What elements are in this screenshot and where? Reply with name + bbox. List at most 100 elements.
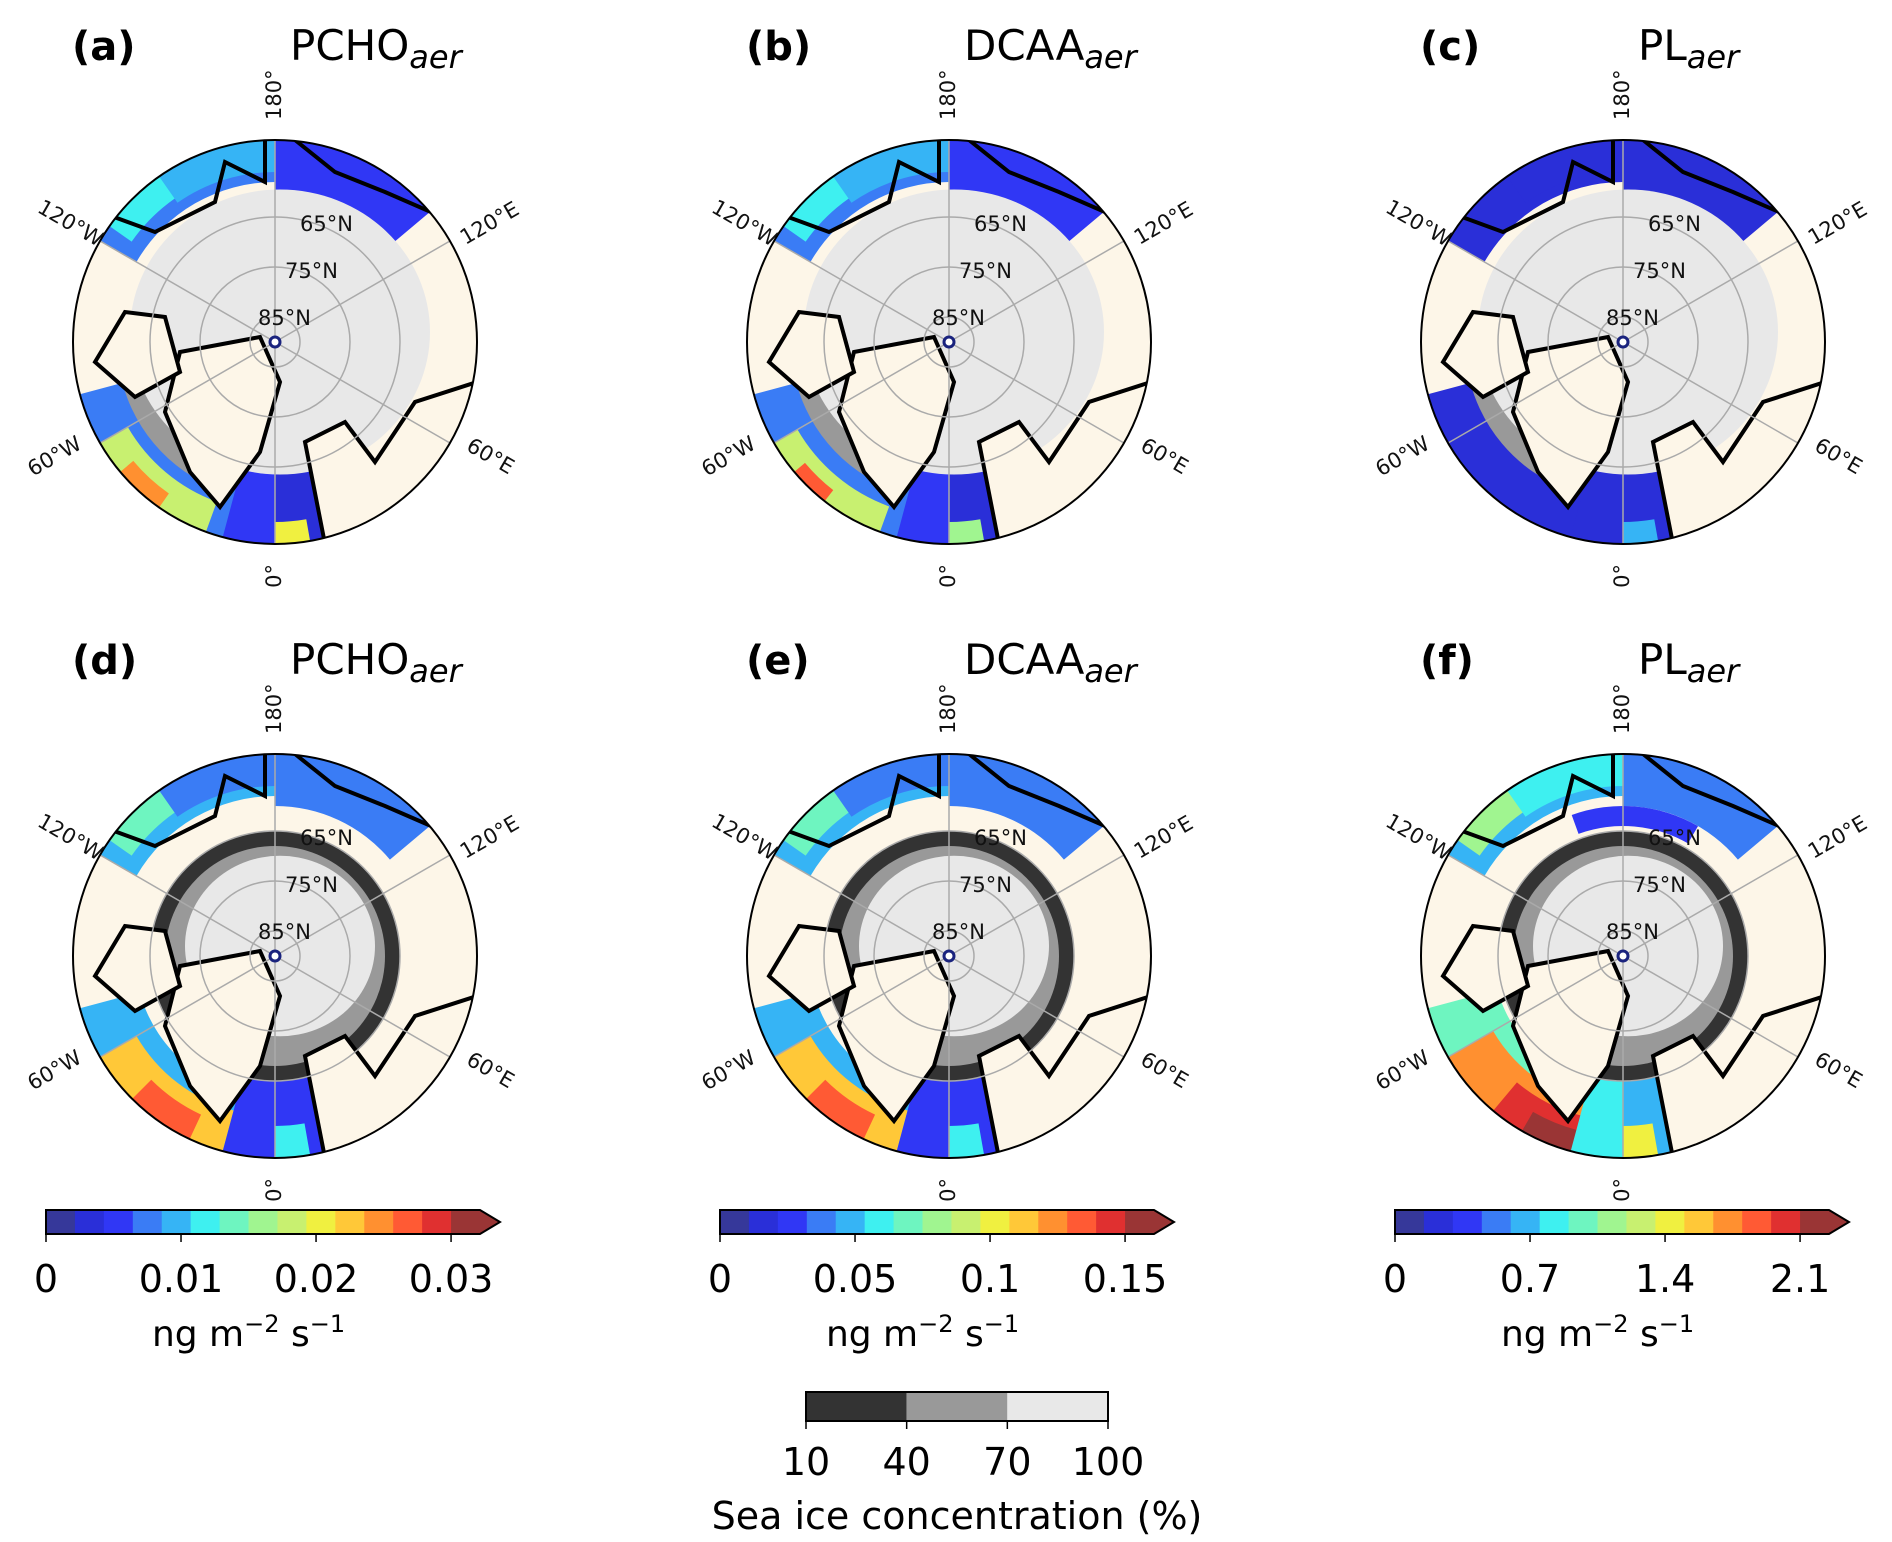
flux-cell <box>949 519 985 544</box>
longitude-gridline <box>274 240 451 343</box>
latitude-label: 85°N <box>932 920 985 944</box>
latitude-label: 75°N <box>285 873 338 897</box>
longitude-gridline <box>773 240 950 343</box>
longitude-label-upper_right: 120°E <box>1130 811 1197 864</box>
unit-exponent: −2 <box>244 1310 279 1338</box>
colorbar-tick-label: 0.15 <box>1083 1257 1168 1301</box>
longitude-label-bottom: 0° <box>936 564 960 588</box>
panel-title: PCHOaer <box>290 21 464 76</box>
longitude-label-lower_left: 60°W <box>697 1045 759 1095</box>
longitude-label-top: 180° <box>1610 683 1634 734</box>
colorbar-segment <box>1423 1210 1454 1234</box>
colorbar-segment <box>748 1210 779 1234</box>
flux-cell <box>774 1036 908 1152</box>
greenland-coast <box>1510 334 1631 511</box>
colorbar-segment <box>720 1210 750 1234</box>
latitude-label: 75°N <box>1633 259 1686 283</box>
flux-cell <box>1570 1062 1623 1158</box>
longitude-label-lower_left: 60°W <box>1371 431 1433 481</box>
longitude-gridline <box>274 341 451 444</box>
panel-title-subscript: aer <box>1687 652 1741 690</box>
colorbar-tick-label: 0.02 <box>274 1257 359 1301</box>
map-panel-d: (d) PCHOaer 65°N 75°N 85°N 180° 0° 120°W 120°E 60… <box>23 635 523 1202</box>
longitude-label-bottom: 0° <box>262 1178 286 1202</box>
flux-cell <box>1623 754 1778 860</box>
north-pole-marker <box>268 335 282 349</box>
colorbar-tick-label: 0 <box>34 1257 58 1301</box>
hudson-bay-coast <box>1440 309 1531 400</box>
map-boundary <box>1420 753 1826 1159</box>
colorbar-segment <box>1597 1210 1627 1234</box>
flux-cell <box>100 1036 234 1152</box>
longitude-label-upper_right: 120°E <box>456 811 523 864</box>
longitude-gridline <box>1447 240 1624 343</box>
panel-title-main: PCHO <box>290 21 409 70</box>
map-panel-b: (b) DCAAaer 65°N 75°N 85°N 180° 0° 120°W 120°E 60… <box>697 21 1197 588</box>
panel-title: PLaer <box>1638 635 1741 690</box>
flux-cell <box>1623 1123 1659 1158</box>
map-content <box>747 754 1151 1158</box>
latitude-label: 85°N <box>1606 306 1659 330</box>
colorbar-tick-label: 0.01 <box>139 1257 224 1301</box>
longitude-gridline <box>948 341 1125 444</box>
greenland-coast <box>836 334 957 511</box>
colorbar-segment <box>1713 1210 1743 1234</box>
panel-title: DCAAaer <box>964 21 1139 76</box>
sea-ice-tick-label: 100 <box>1072 1440 1145 1484</box>
panel-title: PCHOaer <box>290 635 464 690</box>
colorbar-tick-label: 1.4 <box>1635 1257 1695 1301</box>
map-panel-a: (a) PCHOaer 65°N 75°N 85°N 180° 0° 120°W 120°E 60… <box>23 21 523 588</box>
colorbar-tick-label: 0.7 <box>1500 1257 1560 1301</box>
longitude-label-lower_right: 60°E <box>463 433 519 479</box>
longitude-gridline <box>99 341 276 444</box>
colorbar-segment <box>864 1210 895 1234</box>
colorbar-segment <box>835 1210 866 1234</box>
panel-title-main: DCAA <box>964 21 1085 70</box>
longitude-label-lower_left: 60°W <box>23 431 85 481</box>
flux-cell <box>275 519 311 544</box>
latitude-label: 75°N <box>285 259 338 283</box>
map-boundary <box>1420 139 1826 545</box>
longitude-gridline <box>1622 341 1799 444</box>
latitude-label: 65°N <box>974 212 1027 236</box>
alaska-coast <box>1421 754 1615 849</box>
longitude-gridline <box>773 854 950 957</box>
hudson-bay-coast <box>92 309 183 400</box>
north-pole-marker <box>942 335 956 349</box>
longitude-label-bottom: 0° <box>1610 564 1634 588</box>
longitude-label-upper_left: 120°W <box>708 195 782 252</box>
longitude-gridline <box>99 240 276 343</box>
unit-base: s <box>954 1314 984 1355</box>
longitude-label-upper_left: 120°W <box>708 809 782 866</box>
panel-label: (a) <box>72 24 136 70</box>
longitude-label-upper_left: 120°W <box>1382 195 1456 252</box>
flux-cell <box>833 140 949 203</box>
longitude-gridline <box>1447 955 1624 1058</box>
latitude-label: 75°N <box>959 259 1012 283</box>
sea-ice-colorbar: 10 40 70 100 Sea ice concentration (%) <box>712 1391 1202 1538</box>
panel-title-subscript: aer <box>1084 652 1138 690</box>
panel-title-subscript: aer <box>1687 38 1741 76</box>
colorbar-segment <box>1395 1210 1425 1234</box>
longitude-label-top: 180° <box>262 69 286 120</box>
sea-ice-colorbar-segment <box>906 1392 1008 1421</box>
colorbar-1: 0 0.05 0.1 0.15 ng m−2 s−1 <box>708 1209 1176 1355</box>
greenland-coast <box>162 334 283 511</box>
colorbar-segment <box>1742 1210 1772 1234</box>
colorbar-0: 0 0.01 0.02 0.03 ng m−2 s−1 <box>34 1209 502 1355</box>
flux-cell <box>222 467 275 544</box>
longitude-label-top: 180° <box>262 683 286 734</box>
longitude-label-top: 180° <box>1610 69 1634 120</box>
map-boundary <box>72 753 478 1159</box>
hudson-bay-coast <box>766 309 857 400</box>
panel-label: (d) <box>72 638 137 684</box>
longitude-gridline <box>1447 854 1624 957</box>
longitude-label-upper_right: 120°E <box>1804 197 1871 250</box>
latitude-label: 65°N <box>300 826 353 850</box>
unit-exponent: −2 <box>918 1310 953 1338</box>
flux-cell <box>896 467 949 544</box>
colorbar-tick-label: 0.1 <box>960 1257 1020 1301</box>
colorbar-outline <box>1394 1209 1851 1235</box>
unit-base: ng m <box>152 1314 244 1355</box>
